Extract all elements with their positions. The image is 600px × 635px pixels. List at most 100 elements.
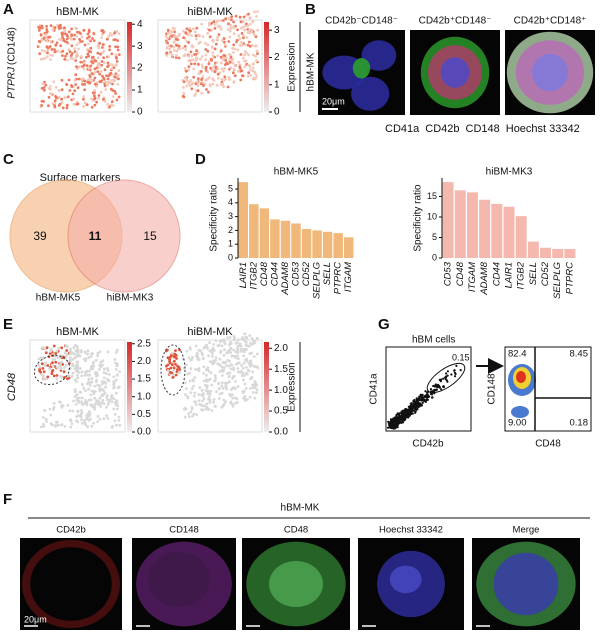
event-dot [426, 391, 429, 394]
cell-dot [230, 18, 233, 22]
cell-dot [91, 390, 95, 393]
event-dot [413, 404, 416, 407]
cell-dot [204, 53, 208, 57]
cell-dot [48, 53, 52, 57]
cell-dot [83, 43, 87, 47]
micrograph [358, 538, 464, 630]
cell-dot [241, 56, 245, 60]
cell-dot [229, 66, 233, 70]
cell-dot [113, 358, 117, 361]
event-dot [455, 364, 458, 367]
event-dot [408, 414, 411, 417]
cell-dot [216, 76, 220, 80]
cell-dot [116, 82, 120, 86]
event-dot [434, 388, 437, 391]
cell-dot [61, 54, 64, 57]
cell-dot [63, 366, 66, 369]
cell-dot [82, 386, 86, 390]
panel-label: C [3, 151, 14, 168]
cell-dot [228, 58, 232, 61]
cell-dot [73, 367, 77, 371]
cell-dot [85, 370, 88, 374]
cell-dot [73, 47, 77, 50]
event-dot [400, 416, 404, 419]
event-dot [428, 395, 431, 398]
cell-dot [90, 364, 94, 368]
cell-dot [77, 47, 80, 51]
cell-dot [239, 349, 243, 353]
y-axis-title: Specificity ratio [209, 184, 220, 252]
cell-dot [183, 393, 187, 396]
cell-dot [73, 343, 77, 347]
cell-dot [165, 51, 169, 55]
cell-dot [80, 400, 83, 404]
cell-dot [172, 49, 176, 52]
cell-dot [90, 377, 94, 380]
cell-dot [68, 359, 72, 363]
cell-dot [225, 351, 229, 355]
cell-dot [49, 24, 53, 27]
cell-dot [110, 100, 114, 103]
cell-dot [60, 375, 64, 379]
cell-dot [82, 95, 86, 98]
bar [333, 233, 343, 258]
cell-dot [84, 423, 87, 426]
cell-dot [48, 352, 52, 355]
cell-dot [203, 345, 207, 349]
cell-dot [86, 78, 90, 81]
channel-title: Merge [513, 525, 540, 536]
cell-dot [209, 371, 213, 375]
cell-dot [242, 349, 245, 353]
cell-dot [181, 29, 185, 33]
cell-dot [51, 365, 55, 368]
cell-dot [194, 34, 198, 38]
cell-dot [219, 49, 223, 52]
cell-dot [189, 29, 193, 33]
cell-dot [70, 422, 74, 426]
gate-value: 0.15 [452, 352, 470, 362]
cell-dot [184, 32, 188, 35]
cell-dot [58, 102, 62, 106]
cell-dot [236, 346, 239, 350]
cell-dot [40, 38, 44, 42]
cell-dot [61, 106, 65, 110]
cell-dot [90, 403, 93, 406]
x-tick-label: LAIR1 [238, 262, 249, 288]
cell-dot [74, 403, 78, 406]
event-dot [444, 376, 447, 379]
cell-dot [172, 45, 176, 49]
cell-dot [90, 352, 93, 356]
event-dot [459, 369, 462, 372]
bar [479, 199, 491, 258]
event-dot [450, 373, 453, 376]
cell-dot [80, 78, 84, 81]
cell-dot [184, 387, 188, 390]
cell-dot [197, 349, 201, 352]
cell-dot [195, 351, 199, 355]
cell-dot [67, 78, 71, 82]
cell-dot [41, 346, 45, 350]
cell-dot [222, 353, 226, 357]
colorbar-label: 3 [137, 41, 143, 52]
cell-dot [185, 84, 188, 88]
cell-dot [237, 34, 241, 38]
cell-dot [166, 363, 170, 367]
channel-title: Hoechst 33342 [379, 525, 443, 536]
cell-dot [115, 98, 119, 102]
cell-dot [245, 372, 249, 376]
cell-dot [236, 385, 240, 388]
cell-dot [230, 15, 234, 19]
cell-dot [77, 41, 81, 45]
bar [552, 248, 564, 258]
bar [564, 248, 576, 258]
cell-dot [102, 380, 106, 384]
cell-dot [168, 356, 171, 360]
cell-dot [87, 387, 90, 391]
cell-dot [213, 379, 217, 383]
cell-dot [252, 355, 256, 358]
cell-dot [250, 364, 254, 368]
cell-dot [93, 89, 97, 92]
cell-dot [85, 64, 89, 68]
cell-dot [166, 36, 170, 40]
cell-dot [172, 373, 175, 377]
